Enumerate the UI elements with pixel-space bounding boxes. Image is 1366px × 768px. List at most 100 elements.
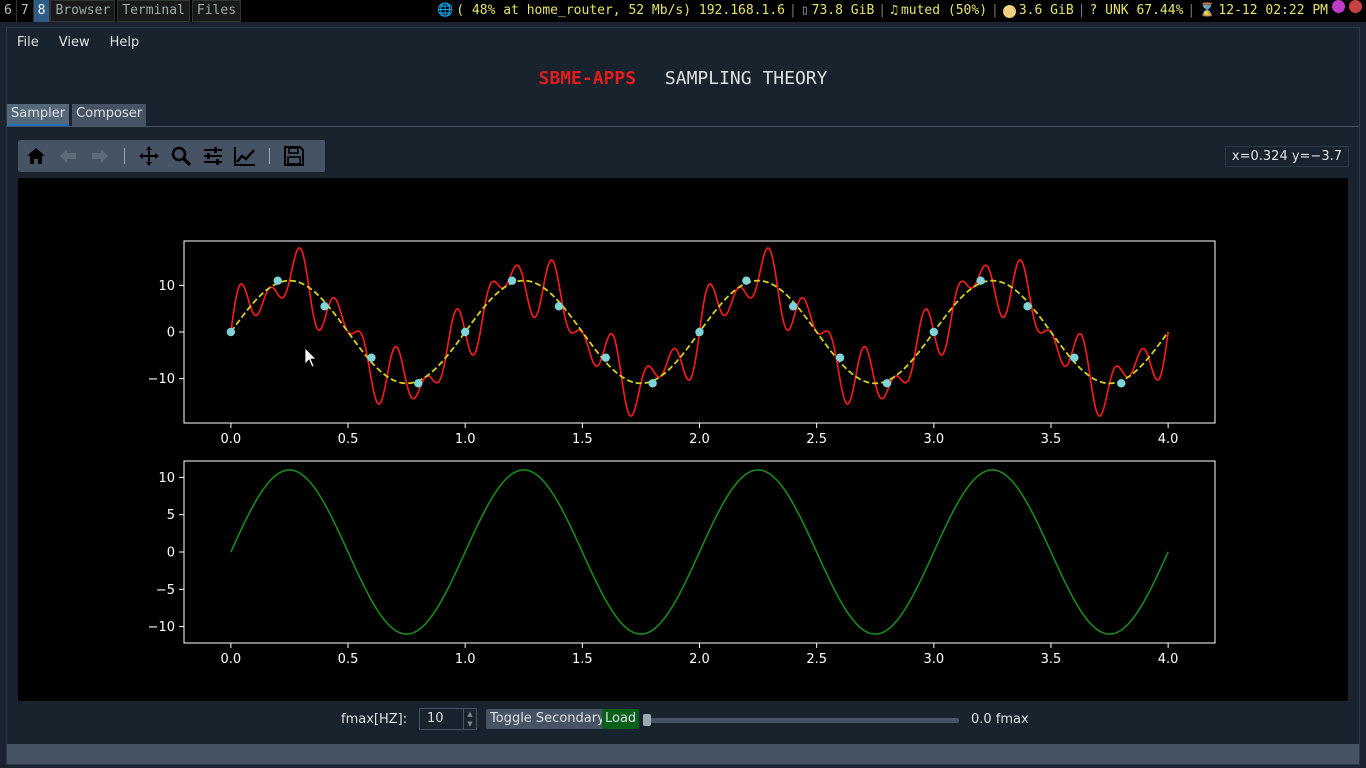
x-tick-label: 1.5 — [572, 432, 593, 447]
configure-subplots-icon[interactable] — [199, 142, 227, 170]
sample-point — [601, 353, 610, 362]
tab-composer[interactable]: Composer — [72, 104, 147, 126]
sample-point — [929, 327, 939, 337]
menu-bar: File View Help — [7, 28, 1359, 56]
sample-point — [320, 302, 329, 311]
sample-point — [1070, 353, 1079, 362]
sample-point — [460, 327, 470, 337]
x-tick-label: 4.0 — [1158, 652, 1179, 667]
y-tick-label: 10 — [158, 471, 175, 486]
fmax-spinbox[interactable]: 10 ▲ ▼ — [419, 708, 477, 730]
app-title: SBME-APPS SAMPLING THEORY — [7, 68, 1359, 89]
clock: ⌛ 12-12 02:22 PM — [1199, 0, 1328, 22]
slider-value-label: 0.0 fmax — [971, 712, 1029, 727]
spin-down-icon[interactable]: ▼ — [467, 720, 473, 728]
slider-handle[interactable] — [643, 714, 651, 726]
menu-view[interactable]: View — [58, 34, 90, 50]
y-tick-label: −10 — [148, 620, 175, 635]
app-launcher-icon[interactable] — [1332, 0, 1345, 13]
sample-point — [835, 353, 845, 362]
sample-point — [226, 327, 236, 337]
back-icon[interactable] — [54, 142, 82, 170]
sample-point — [414, 379, 423, 388]
x-tick-label: 4.0 — [1158, 432, 1179, 447]
sample-point — [789, 302, 798, 311]
sample-point — [367, 353, 376, 362]
plot-figure[interactable]: 0.0 0.5 1.0 1.5 2.0 2.5 3.0 3.5 4.0 10 0 −10 0.0 0.5 1… — [18, 178, 1348, 701]
fmax-slider[interactable] — [643, 714, 959, 726]
volume-status: ♫ muted (50%) — [890, 0, 987, 22]
x-tick-label: 2.0 — [689, 432, 710, 447]
window-browser[interactable]: Browser — [50, 0, 116, 22]
disk-icon: ▯ — [800, 3, 809, 18]
x-tick-label: 0.5 — [338, 432, 359, 447]
sample-point — [976, 276, 985, 285]
toggle-secondary-button[interactable]: Toggle Secondary — [486, 709, 609, 729]
network-status: 🌐 ( 48% at home_router, 52 Mb/s) 192.168… — [437, 0, 785, 22]
window-files[interactable]: Files — [191, 0, 242, 22]
x-tick-label: 3.0 — [923, 432, 944, 447]
tab-divider — [7, 126, 1359, 127]
battery-status: ? UNK 67.44% — [1089, 3, 1184, 18]
load-button[interactable]: Load — [602, 709, 640, 729]
app-window: File View Help SBME-APPS SAMPLING THEORY… — [6, 27, 1360, 765]
toolbar-separator — [124, 148, 125, 164]
x-tick-label: 3.0 — [923, 652, 944, 667]
x-tick-label: 0.0 — [221, 652, 242, 667]
power-icon[interactable] — [1349, 0, 1362, 13]
x-tick-label: 2.5 — [806, 432, 827, 447]
y-tick-label: 0 — [167, 326, 175, 341]
hourglass-icon: ⌛ — [1199, 3, 1216, 18]
spinbox-arrows[interactable]: ▲ ▼ — [463, 709, 476, 729]
sample-point — [1117, 379, 1126, 388]
pan-icon[interactable] — [135, 142, 163, 170]
y-tick-label: 5 — [167, 508, 175, 523]
x-tick-label: 0.0 — [221, 432, 242, 447]
save-icon[interactable] — [280, 142, 308, 170]
plot-canvas[interactable]: 0.0 0.5 1.0 1.5 2.0 2.5 3.0 3.5 4.0 10 0 −10 0.0 0.5 1… — [18, 178, 1348, 701]
toolbar-separator — [269, 148, 270, 164]
y-tick-label: −10 — [148, 372, 175, 387]
fmax-label: fmax[HZ]: — [341, 712, 408, 727]
x-tick-label: 2.0 — [689, 652, 710, 667]
x-tick-label: 3.5 — [1041, 432, 1062, 447]
menu-file[interactable]: File — [17, 34, 39, 50]
sample-point — [507, 276, 517, 285]
plot-toolbar — [18, 140, 325, 172]
workspace-7[interactable]: 7 — [17, 0, 34, 22]
zoom-icon[interactable] — [167, 142, 195, 170]
edit-axis-icon[interactable] — [231, 142, 259, 170]
window-terminal[interactable]: Terminal — [117, 0, 190, 22]
x-tick-label: 3.5 — [1041, 652, 1062, 667]
sample-point — [648, 379, 657, 388]
x-tick-label: 1.5 — [572, 652, 593, 667]
music-note-icon: ♫ — [890, 3, 898, 18]
y-tick-label: 10 — [158, 279, 175, 294]
x-tick-label: 1.0 — [455, 652, 476, 667]
tab-bar: Sampler Composer — [7, 104, 147, 126]
sample-point — [695, 327, 704, 337]
sample-point — [882, 379, 892, 388]
menu-help[interactable]: Help — [109, 34, 140, 50]
disk-status: ▯ 73.8 GiB — [801, 0, 874, 22]
system-status-bar: 6 7 8 Browser Terminal Files 🌐 ( 48% at … — [0, 0, 1366, 22]
memory-status: 3.6 GiB — [1002, 0, 1074, 22]
x-tick-label: 1.0 — [455, 432, 476, 447]
sample-point — [273, 276, 282, 285]
spin-up-icon[interactable]: ▲ — [467, 710, 473, 718]
controls-row: fmax[HZ]: 10 ▲ ▼ Toggle Secondary Load 0… — [7, 708, 1359, 732]
cursor-coordinates: x=0.324 y=−3.7 — [1224, 146, 1349, 167]
tab-sampler[interactable]: Sampler — [7, 104, 70, 126]
mouse-cursor-icon — [304, 347, 317, 368]
home-icon[interactable] — [22, 142, 50, 170]
page-title: SAMPLING THEORY — [664, 68, 828, 89]
memory-icon — [1002, 4, 1016, 18]
sample-point — [554, 302, 564, 311]
y-tick-label: 0 — [167, 546, 175, 561]
y-tick-label: −5 — [156, 583, 175, 598]
forward-icon[interactable] — [86, 142, 114, 170]
workspace-6[interactable]: 6 — [0, 0, 17, 22]
window-status-strip — [7, 744, 1359, 764]
sample-point — [1023, 302, 1032, 311]
workspace-8[interactable]: 8 — [33, 0, 51, 22]
